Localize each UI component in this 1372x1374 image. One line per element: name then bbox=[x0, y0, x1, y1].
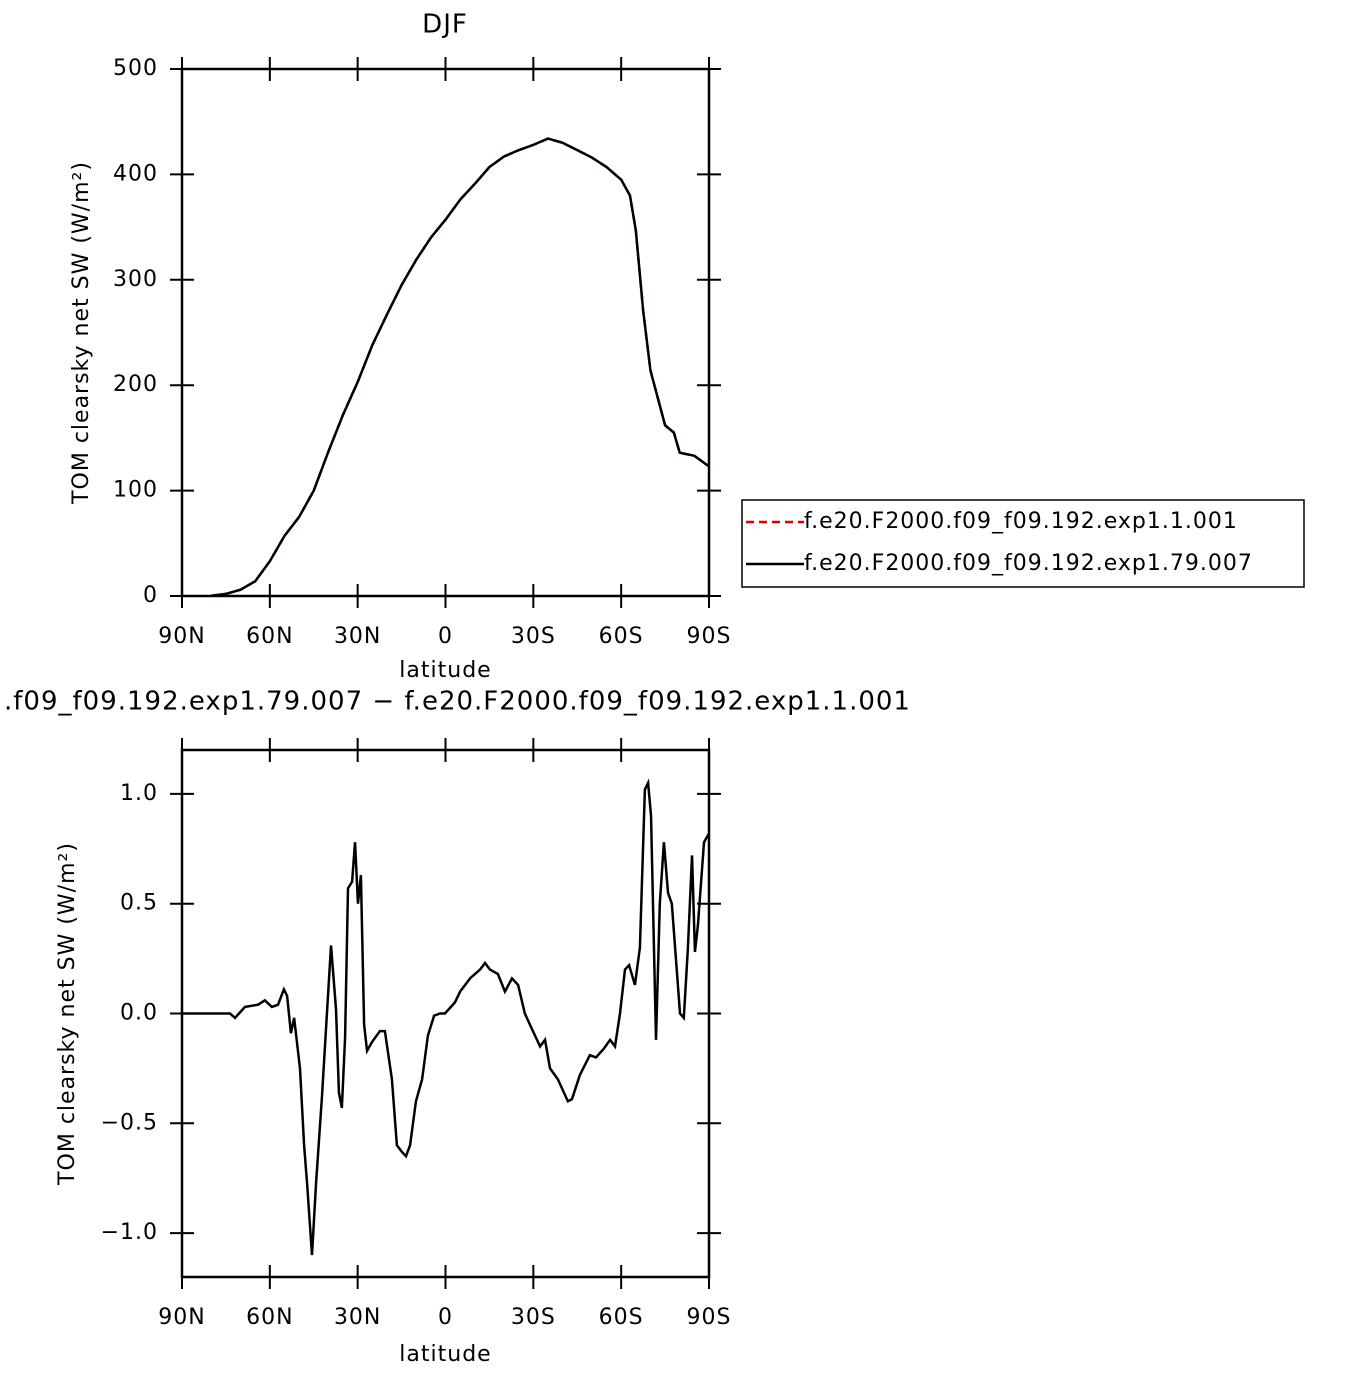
legend-label: f.e20.F2000.f09_f09.192.exp1.1.001 bbox=[804, 509, 1238, 534]
x-tick-label: 90S bbox=[687, 1305, 732, 1330]
data-line bbox=[211, 137, 710, 597]
y-tick-label: 0.0 bbox=[120, 1001, 158, 1026]
data-line bbox=[211, 137, 710, 597]
y-tick-label: 0.5 bbox=[120, 891, 158, 916]
x-tick-label: 60N bbox=[246, 624, 293, 649]
y-tick-label: −0.5 bbox=[101, 1110, 158, 1135]
legend-box bbox=[741, 499, 1305, 588]
x-tick-label: 60S bbox=[599, 624, 644, 649]
x-tick-label: 30N bbox=[334, 624, 381, 649]
y-tick-label: 300 bbox=[113, 267, 158, 292]
y-tick-label: 500 bbox=[113, 56, 158, 81]
chart-title: .f09_f09.192.exp1.79.007 − f.e20.F2000.f… bbox=[4, 687, 911, 717]
x-tick-label: 0 bbox=[438, 624, 453, 649]
data-line bbox=[182, 778, 711, 1256]
x-tick-label: 0 bbox=[438, 1305, 453, 1330]
y-tick-label: 200 bbox=[113, 372, 158, 397]
y-tick-label: −1.0 bbox=[101, 1220, 158, 1245]
x-tick-label: 60S bbox=[599, 1305, 644, 1330]
x-tick-label: 90N bbox=[158, 1305, 205, 1330]
x-tick-label: 30N bbox=[334, 1305, 381, 1330]
chart-title: DJF bbox=[422, 10, 468, 40]
y-tick-label: 100 bbox=[113, 478, 158, 503]
legend-label: f.e20.F2000.f09_f09.192.exp1.79.007 bbox=[804, 551, 1253, 576]
x-tick-label: 90N bbox=[158, 624, 205, 649]
x-axis-label: latitude bbox=[399, 1342, 491, 1367]
x-tick-label: 90S bbox=[687, 624, 732, 649]
y-tick-label: 0 bbox=[143, 583, 158, 608]
x-tick-label: 60N bbox=[246, 1305, 293, 1330]
y-axis-label: TOM clearsky net SW (W/m²) bbox=[69, 161, 94, 505]
y-axis-label: TOM clearsky net SW (W/m²) bbox=[55, 842, 80, 1186]
x-tick-label: 30S bbox=[511, 624, 556, 649]
x-tick-label: 30S bbox=[511, 1305, 556, 1330]
x-axis-label: latitude bbox=[399, 658, 491, 683]
y-tick-label: 1.0 bbox=[120, 781, 158, 806]
y-tick-label: 400 bbox=[113, 161, 158, 186]
plot-frame bbox=[180, 67, 711, 598]
